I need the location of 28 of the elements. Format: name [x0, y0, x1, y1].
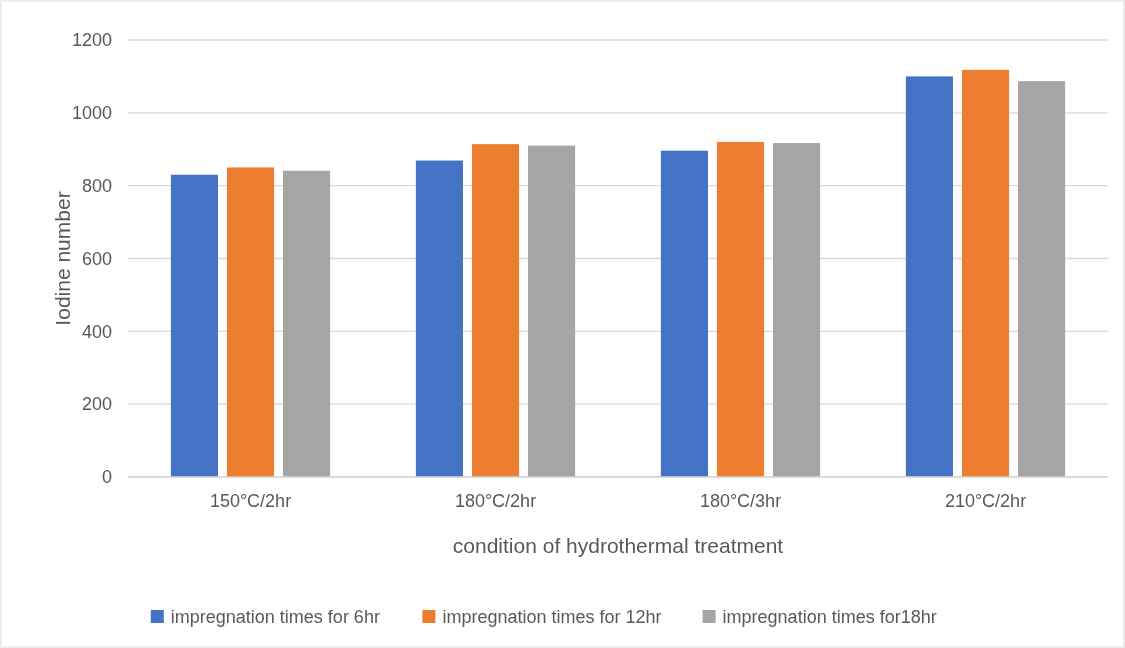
y-tick-label: 600 [81, 248, 112, 269]
bar [283, 170, 331, 477]
y-tick-label: 1200 [71, 30, 112, 51]
bar [170, 174, 218, 477]
bar [1018, 81, 1066, 477]
legend-label: impregnation times for18hr [722, 607, 937, 628]
y-tick-label: 0 [101, 467, 112, 488]
x-tick-label: 150°C/2hr [209, 491, 292, 511]
y-axis-title: Iodine number [51, 191, 74, 326]
legend-label: impregnation times for 12hr [442, 607, 662, 628]
bar [961, 69, 1010, 477]
y-tick-label: 400 [81, 321, 112, 342]
bar [415, 160, 463, 477]
legend-label: impregnation times for 6hr [170, 607, 380, 628]
x-tick-label: 180°C/2hr [454, 491, 537, 511]
y-tick-label: 800 [81, 175, 112, 196]
x-tick-label: 180°C/3hr [699, 491, 782, 511]
bar [660, 150, 708, 477]
x-axis-title: condition of hydrothermal treatment [452, 534, 784, 557]
bar [905, 76, 953, 477]
x-tick-label: 210°C/2hr [944, 491, 1027, 511]
bar [471, 144, 520, 477]
y-tick-label: 1000 [71, 103, 112, 124]
bar [226, 167, 275, 477]
y-tick-label: 200 [81, 394, 112, 415]
bar [528, 145, 576, 477]
bar [773, 143, 821, 477]
bar [716, 141, 765, 477]
